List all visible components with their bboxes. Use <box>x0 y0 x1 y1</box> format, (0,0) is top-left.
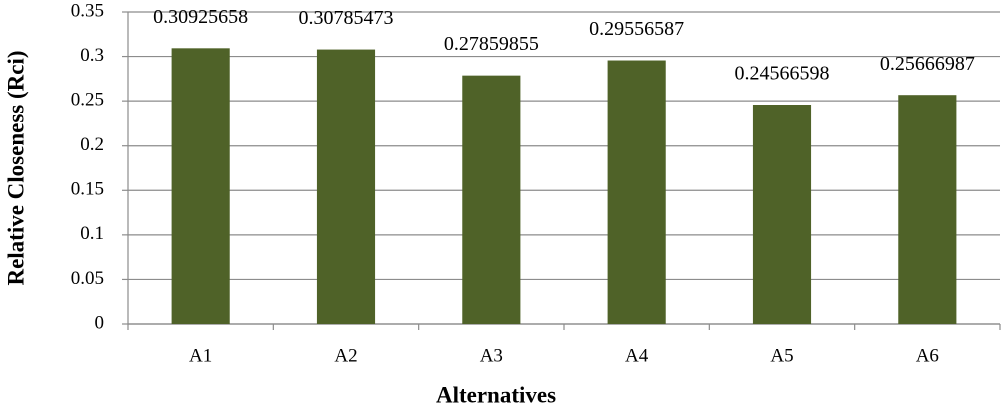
data-label: 0.24566598 <box>735 63 830 85</box>
data-label: 0.27859855 <box>444 33 539 55</box>
data-label: 0.25666987 <box>880 53 975 75</box>
x-tick-label: A5 <box>770 345 793 366</box>
y-axis-title: Relative Closeness (Rci) <box>3 50 28 285</box>
y-tick-label: 0.2 <box>80 134 104 155</box>
y-tick-label: 0.3 <box>80 45 104 66</box>
data-label: 0.29556587 <box>589 18 684 40</box>
y-tick-label: 0.05 <box>71 268 104 289</box>
x-tick-label: A3 <box>480 345 503 366</box>
y-tick-label: 0.1 <box>80 223 104 244</box>
x-tick-label: A2 <box>334 345 357 366</box>
data-label: 0.30785473 <box>299 7 394 29</box>
x-tick-label: A4 <box>625 345 649 366</box>
x-axis-title: Alternatives <box>436 382 556 407</box>
bar <box>898 95 957 324</box>
bar <box>316 49 376 325</box>
x-tick-label: A1 <box>189 345 212 366</box>
bar <box>462 75 521 324</box>
data-label: 0.30925658 <box>153 6 248 28</box>
y-tick-label: 0.35 <box>71 0 104 21</box>
y-tick-label: 0.25 <box>71 90 104 111</box>
y-tick-label: 0 <box>95 312 105 333</box>
bar <box>752 105 812 325</box>
bar <box>171 48 230 324</box>
y-tick-label: 0.15 <box>71 179 104 200</box>
bar <box>607 60 666 324</box>
x-tick-label: A6 <box>916 345 939 366</box>
